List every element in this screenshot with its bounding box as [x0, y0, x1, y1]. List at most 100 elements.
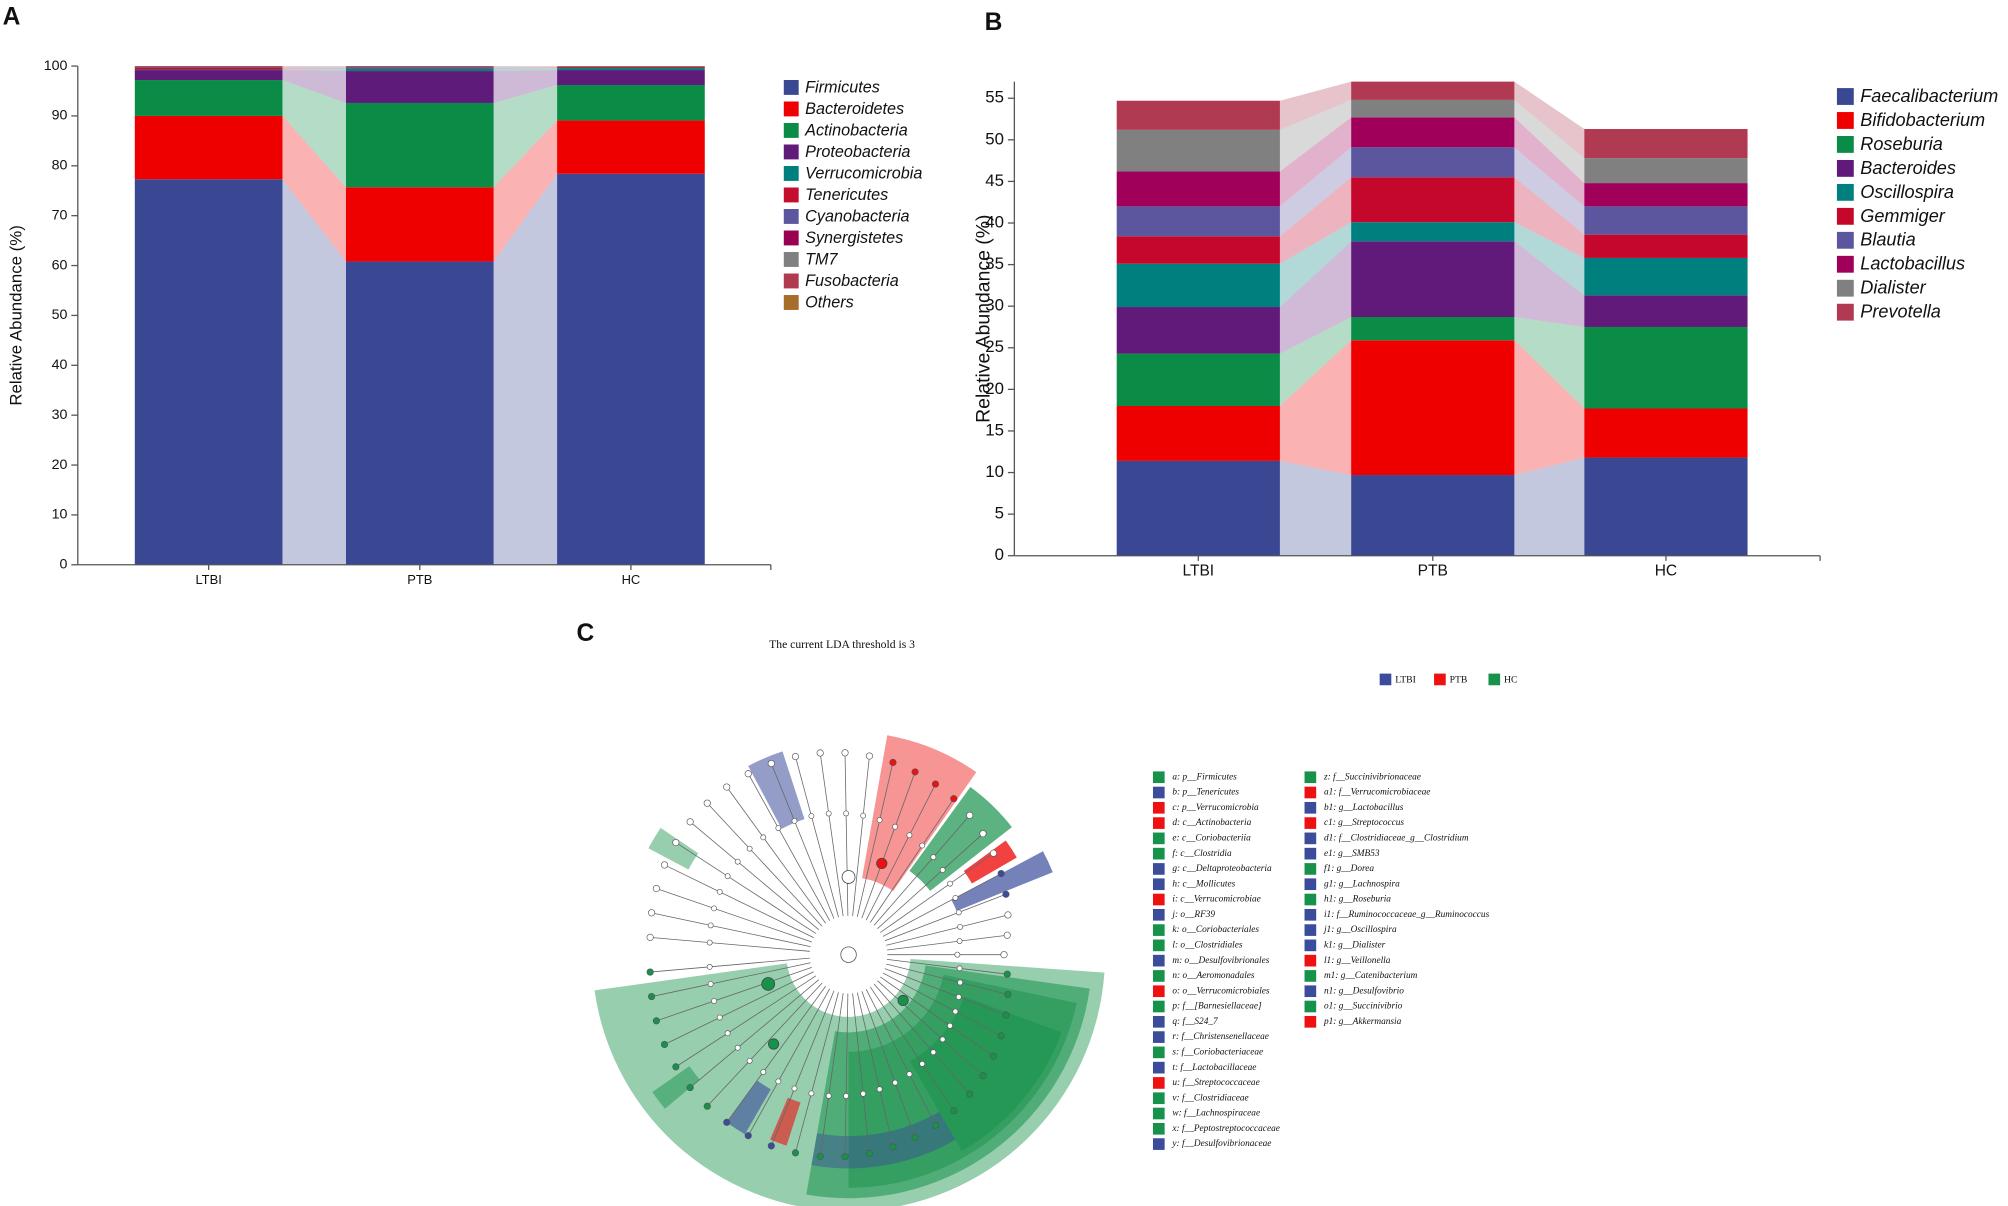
flow-band — [493, 66, 558, 69]
node — [808, 813, 815, 819]
y-tick-label: 60 — [52, 257, 68, 273]
bar-segment — [1584, 326, 1748, 409]
node — [746, 1057, 753, 1064]
key-label: x: f__Peptostreptococcaceae — [1171, 1123, 1279, 1134]
node — [955, 994, 962, 1000]
branch — [877, 980, 984, 1077]
group-label: LTBI — [1395, 674, 1416, 685]
key-swatch — [1152, 847, 1165, 860]
bar-segment — [134, 80, 283, 116]
node — [997, 869, 1005, 878]
node — [744, 770, 752, 778]
node — [911, 1133, 919, 1142]
node — [957, 923, 964, 930]
key-label: a1: f__Verrucomicrobiaceae — [1324, 787, 1430, 798]
node — [979, 830, 987, 838]
key-label: t: f__Lactobacillaceae — [1172, 1062, 1256, 1073]
legend-swatch — [783, 144, 799, 160]
branch — [844, 752, 849, 916]
key-swatch — [1304, 1000, 1317, 1013]
group-label: HC — [1504, 674, 1517, 685]
legend-swatch — [783, 295, 799, 310]
node — [930, 1049, 937, 1056]
node — [931, 780, 940, 788]
bar-segment — [1351, 81, 1515, 100]
key-label: n1: g__Desulfovibrio — [1324, 985, 1404, 996]
node — [672, 1063, 680, 1071]
key-swatch — [1304, 786, 1317, 799]
node — [897, 994, 909, 1007]
y-axis-label: Relative Abundance (%) — [973, 214, 995, 422]
y-tick-label: 70 — [52, 207, 68, 223]
node — [876, 1086, 883, 1093]
bar-segment — [1351, 241, 1515, 318]
node — [841, 1153, 849, 1161]
branch — [865, 989, 936, 1126]
node — [706, 963, 713, 970]
key-label: n: o__Aeromonadales — [1172, 971, 1255, 981]
node — [791, 1085, 798, 1092]
legend-swatch — [783, 230, 799, 246]
node — [1002, 890, 1010, 898]
legend-swatch — [783, 79, 799, 95]
key-label: b1: g__Lactobacillus — [1324, 803, 1404, 813]
node — [686, 818, 694, 826]
bar-segment — [345, 187, 494, 262]
legend-label: Blautia — [1860, 230, 1915, 250]
key-label: l1: g__Veillonella — [1324, 956, 1391, 966]
key-swatch — [1304, 771, 1317, 784]
key-label: j1: g__Oscillospira — [1323, 925, 1397, 935]
legend-label: Bacteroides — [1860, 158, 1956, 178]
cladogram-title: The current LDA threshold is 3 — [769, 638, 915, 651]
key-label: w: f__Lachnospiraceae — [1172, 1108, 1260, 1119]
node — [791, 1149, 800, 1157]
bar-segment — [345, 68, 494, 72]
node — [979, 1072, 987, 1080]
key-label: u: f__Streptococcaceae — [1172, 1077, 1259, 1088]
branch — [675, 842, 817, 934]
bar-segment — [1116, 171, 1280, 207]
node — [876, 857, 888, 869]
branch — [675, 975, 817, 1068]
legend-swatch — [783, 273, 799, 289]
branch — [656, 888, 812, 943]
legend-swatch — [1836, 207, 1854, 225]
node — [950, 1107, 958, 1115]
bar-segment — [1351, 222, 1515, 242]
node — [939, 1036, 946, 1043]
key-swatch — [1304, 817, 1317, 829]
y-tick-label: 50 — [52, 307, 68, 323]
bar-segment — [134, 115, 283, 180]
panel-label: B — [985, 9, 1003, 36]
y-tick-label: 100 — [44, 58, 68, 74]
y-tick-label: 5 — [995, 504, 1004, 523]
key-swatch — [1152, 1046, 1165, 1059]
key-swatch — [1152, 878, 1165, 891]
node — [646, 968, 654, 976]
key-label: d1: f__Clostridiaceae_g__Clostridium — [1324, 833, 1469, 844]
node — [841, 870, 856, 884]
key-swatch — [1304, 878, 1317, 891]
node — [892, 823, 899, 830]
key-label: f1: g__Dorea — [1324, 863, 1374, 874]
y-tick-label: 90 — [52, 108, 68, 124]
node — [734, 1044, 741, 1051]
branch — [873, 983, 970, 1095]
bar-segment — [1584, 129, 1748, 159]
key-label: s: f__Coriobacteriaceae — [1172, 1047, 1263, 1058]
bar-segment — [1584, 457, 1748, 556]
node — [966, 811, 974, 819]
key-label: i1: f__Ruminococcaceae_g__Ruminococcus — [1324, 909, 1490, 920]
root — [840, 946, 857, 963]
node — [1004, 911, 1012, 919]
flow-band — [493, 173, 558, 565]
legend-swatch — [783, 209, 799, 224]
bar-segment — [1116, 100, 1280, 130]
node — [1003, 970, 1011, 978]
legend-label: Oscillospira — [1860, 182, 1954, 202]
bar-segment — [1116, 405, 1280, 461]
node — [746, 845, 753, 852]
bar-segment — [557, 85, 705, 121]
node — [957, 979, 964, 986]
legend-swatch — [1836, 279, 1854, 297]
